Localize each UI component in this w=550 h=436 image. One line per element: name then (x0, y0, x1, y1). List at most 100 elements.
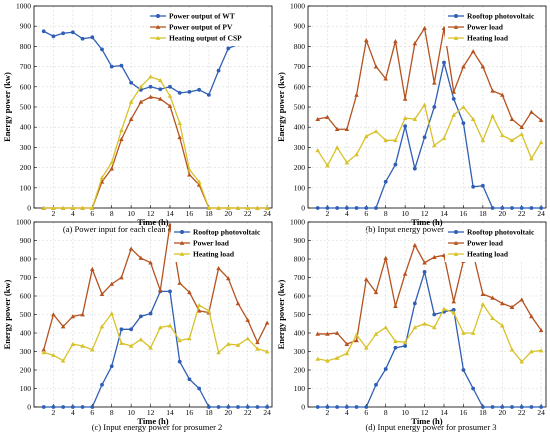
data-point (177, 120, 183, 125)
data-point (51, 205, 56, 210)
x-tick-label: 12 (147, 209, 155, 218)
x-tick-label: 20 (499, 408, 507, 417)
data-point (70, 314, 76, 319)
data-point (373, 290, 379, 295)
data-point (412, 41, 418, 46)
data-point (167, 103, 173, 108)
data-point (519, 124, 525, 130)
data-point (167, 93, 173, 98)
data-point (177, 338, 183, 343)
data-point (393, 162, 398, 167)
data-point (109, 166, 115, 171)
x-tick-label: 2 (326, 209, 330, 218)
legend-marker (180, 230, 184, 234)
data-point (325, 358, 330, 363)
legend-label: Heating load (193, 250, 235, 259)
data-point (500, 206, 505, 210)
data-point (529, 109, 534, 114)
data-point (177, 359, 182, 364)
series-3 (41, 74, 270, 210)
data-point (344, 405, 349, 409)
x-tick-label: 4 (71, 408, 75, 417)
y-tick-label: 200 (20, 366, 32, 375)
x-tick-label: 12 (147, 408, 155, 417)
x-tick-label: 8 (384, 209, 388, 218)
data-point (157, 78, 163, 83)
data-point (216, 205, 221, 210)
y-tick-label: 100 (294, 183, 306, 192)
data-point (119, 127, 124, 133)
data-point (480, 291, 486, 296)
data-point (315, 148, 321, 153)
series-2 (41, 94, 270, 210)
x-tick-label: 16 (460, 209, 468, 218)
x-axis-label: Time (h) (137, 416, 168, 426)
data-point (187, 167, 192, 172)
y-tick-label: 900 (294, 22, 306, 31)
data-point (500, 405, 505, 409)
data-point (499, 301, 505, 306)
x-tick-label: 18 (479, 408, 487, 417)
y-tick-label: 200 (20, 163, 32, 172)
data-point (422, 270, 427, 274)
legend-label: Power output of PV (169, 23, 233, 32)
x-tick-label: 8 (110, 408, 114, 417)
data-point (51, 405, 56, 409)
data-point (245, 336, 251, 341)
data-point (206, 308, 212, 313)
x-tick-label: 24 (263, 209, 271, 218)
data-point (383, 255, 389, 260)
data-point (216, 405, 221, 409)
data-point (138, 314, 143, 319)
data-point (383, 76, 389, 81)
data-point (480, 405, 485, 409)
x-tick-label: 22 (518, 209, 526, 218)
x-tick-label: 24 (263, 408, 271, 417)
legend: Rooftop photovoltaic Power load Heating lo… (445, 225, 543, 262)
data-point (158, 87, 163, 92)
data-point (80, 205, 85, 210)
x-tick-label: 10 (127, 408, 135, 417)
x-tick-label: 8 (110, 209, 114, 218)
y-tick-label: 800 (294, 42, 306, 51)
series-2 (315, 25, 544, 132)
data-point (128, 99, 134, 104)
y-tick-label: 500 (294, 103, 306, 112)
data-point (167, 323, 173, 328)
series-3 (315, 102, 544, 168)
x-tick-label: 14 (440, 408, 448, 417)
data-point (480, 183, 485, 188)
data-point (245, 405, 250, 409)
data-point (363, 38, 369, 43)
data-point (374, 206, 378, 210)
data-point (519, 405, 524, 409)
legend: Rooftop photovoltaic Power load Heating lo… (445, 9, 543, 46)
data-point (80, 36, 85, 41)
data-point (451, 310, 457, 315)
x-tick-label: 2 (52, 209, 56, 218)
data-point (431, 143, 437, 148)
x-tick-label: 4 (345, 408, 349, 417)
data-point (344, 351, 350, 356)
data-point (509, 138, 515, 143)
y-tick-label: 300 (294, 143, 306, 152)
data-point (529, 405, 534, 409)
data-point (364, 206, 369, 210)
y-axis-label: Energy power (kw) (2, 279, 12, 349)
data-point (100, 47, 104, 52)
data-point (354, 206, 359, 210)
data-point (315, 206, 320, 210)
data-point (470, 49, 476, 54)
data-point (510, 405, 514, 409)
data-point (519, 131, 525, 137)
data-point (60, 358, 66, 363)
x-tick-label: 6 (364, 209, 368, 218)
y-tick-label: 400 (294, 123, 306, 132)
data-point (119, 340, 124, 346)
data-point (403, 124, 408, 129)
legend-label: Rooftop photovoltaic (193, 228, 261, 237)
data-point (364, 405, 369, 409)
y-tick-label: 600 (294, 292, 306, 301)
